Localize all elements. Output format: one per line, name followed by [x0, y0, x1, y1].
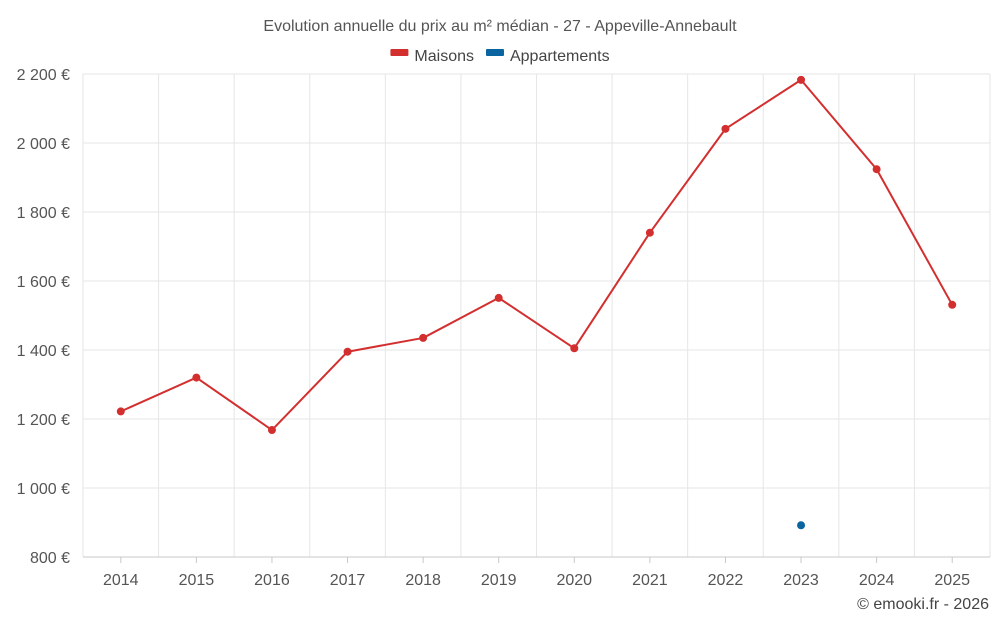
point-maisons-2020[interactable] — [570, 344, 579, 353]
grid-lines — [82, 73, 991, 558]
point-maisons-2015[interactable] — [192, 373, 201, 382]
x-tick-label-2015: 2015 — [179, 572, 215, 589]
legend-label-maisons: Maisons — [414, 48, 474, 65]
y-tick-label-1000: 1 000 € — [17, 481, 70, 498]
x-tick-label-2017: 2017 — [330, 572, 366, 589]
legend: Maisons Appartements — [390, 48, 610, 65]
legend-swatch-maisons — [390, 49, 409, 56]
y-tick-label-1600: 1 600 € — [17, 274, 70, 291]
x-tick-label-2023: 2023 — [783, 572, 819, 589]
series-layer — [116, 75, 957, 530]
legend-item-maisons[interactable]: Maisons — [390, 48, 474, 65]
legend-label-appartements: Appartements — [510, 48, 610, 65]
x-tick-label-2014: 2014 — [103, 572, 139, 589]
point-maisons-2016[interactable] — [267, 426, 276, 435]
chart-credit: © emooki.fr - 2026 — [857, 596, 989, 613]
point-maisons-2024[interactable] — [872, 165, 881, 174]
series-line-maisons — [120, 78, 954, 432]
y-tick-label-2000: 2 000 € — [17, 136, 70, 153]
point-maisons-2018[interactable] — [419, 333, 428, 342]
x-axis: 2014 2015 2016 2017 2018 2019 2020 2021 2022 2023… — [83, 556, 990, 589]
y-tick-label-1200: 1 200 € — [17, 412, 70, 429]
point-maisons-2017[interactable] — [343, 347, 352, 356]
x-tick-label-2024: 2024 — [859, 572, 895, 589]
x-tick-label-2020: 2020 — [556, 572, 592, 589]
legend-swatch-appartements — [485, 49, 504, 56]
y-tick-label-1400: 1 400 € — [17, 343, 70, 360]
x-tick-label-2019: 2019 — [481, 572, 517, 589]
x-tick-label-2016: 2016 — [254, 572, 290, 589]
point-maisons-2023[interactable] — [797, 75, 806, 84]
point-maisons-2021[interactable] — [645, 228, 654, 237]
x-tick-label-2022: 2022 — [708, 572, 744, 589]
point-maisons-2022[interactable] — [721, 124, 730, 133]
legend-item-appartements[interactable]: Appartements — [485, 48, 610, 65]
x-tick-label-2021: 2021 — [632, 572, 668, 589]
x-tick-label-2018: 2018 — [405, 572, 441, 589]
x-tick-label-2025: 2025 — [934, 572, 970, 589]
point-appartements-2023[interactable] — [797, 521, 806, 530]
y-tick-label-2200: 2 200 € — [17, 67, 70, 84]
point-maisons-2019[interactable] — [494, 293, 503, 302]
y-tick-label-1800: 1 800 € — [17, 205, 70, 222]
y-tick-label-800: 800 € — [30, 550, 70, 567]
chart-title: Evolution annuelle du prix au m² médian … — [263, 18, 737, 35]
y-axis: 800 € 1 000 € 1 200 € 1 400 € 1 600 € 1 800 €… — [17, 67, 70, 567]
point-maisons-2025[interactable] — [948, 300, 957, 309]
point-maisons-2014[interactable] — [116, 407, 125, 416]
